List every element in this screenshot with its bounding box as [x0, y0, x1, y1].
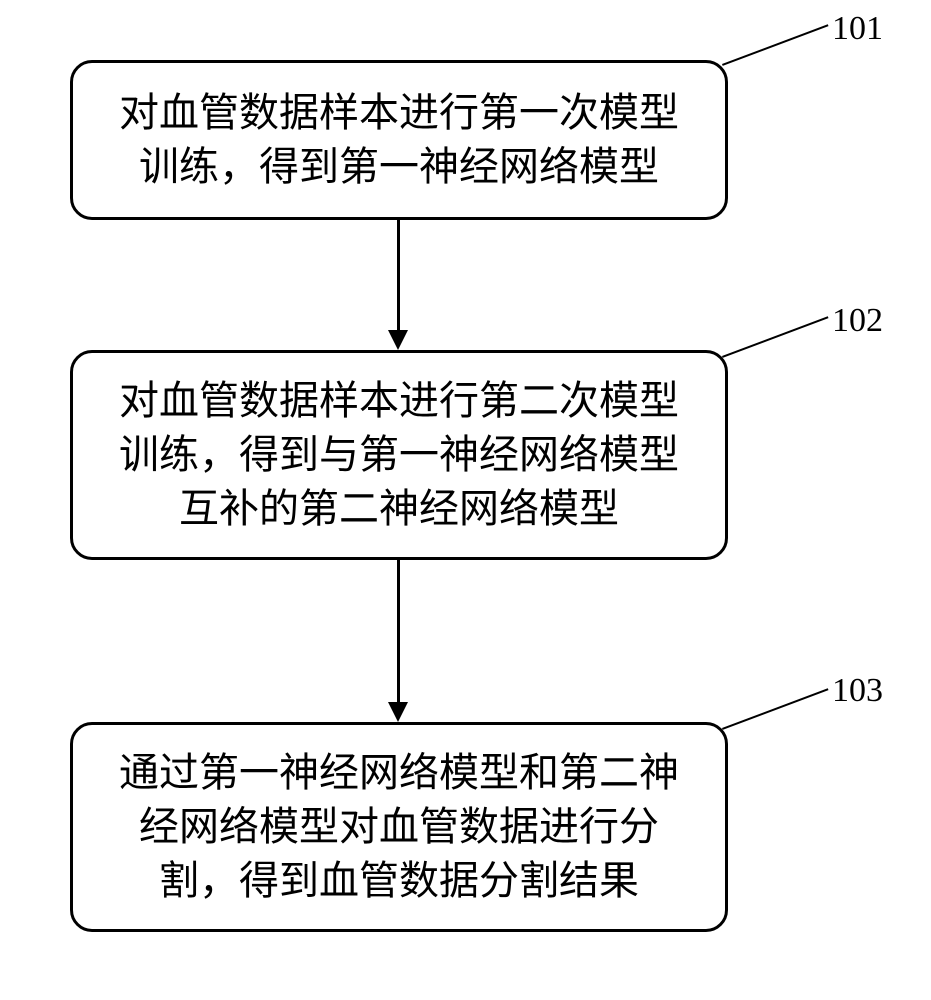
flow-node-1-label: 101 — [832, 10, 883, 48]
arrow-1-to-2-head — [388, 330, 408, 350]
flow-node-3-leader — [722, 688, 828, 730]
flow-node-1-text: 对血管数据样本进行第一次模型 训练，得到第一神经网络模型 — [119, 86, 679, 194]
flow-node-2: 对血管数据样本进行第二次模型 训练，得到与第一神经网络模型 互补的第二神经网络模… — [70, 350, 728, 560]
flow-node-3-label: 103 — [832, 672, 883, 710]
arrow-1-to-2-line — [397, 220, 400, 332]
arrow-2-to-3-line — [397, 560, 400, 704]
flow-node-2-label: 102 — [832, 302, 883, 340]
flow-node-1-leader — [722, 24, 828, 66]
flow-node-1: 对血管数据样本进行第一次模型 训练，得到第一神经网络模型 — [70, 60, 728, 220]
flow-node-2-text: 对血管数据样本进行第二次模型 训练，得到与第一神经网络模型 互补的第二神经网络模… — [119, 374, 679, 536]
flow-node-3: 通过第一神经网络模型和第二神 经网络模型对血管数据进行分 割，得到血管数据分割结… — [70, 722, 728, 932]
flow-node-3-text: 通过第一神经网络模型和第二神 经网络模型对血管数据进行分 割，得到血管数据分割结… — [119, 746, 679, 908]
flow-node-2-leader — [722, 316, 828, 358]
arrow-2-to-3-head — [388, 702, 408, 722]
